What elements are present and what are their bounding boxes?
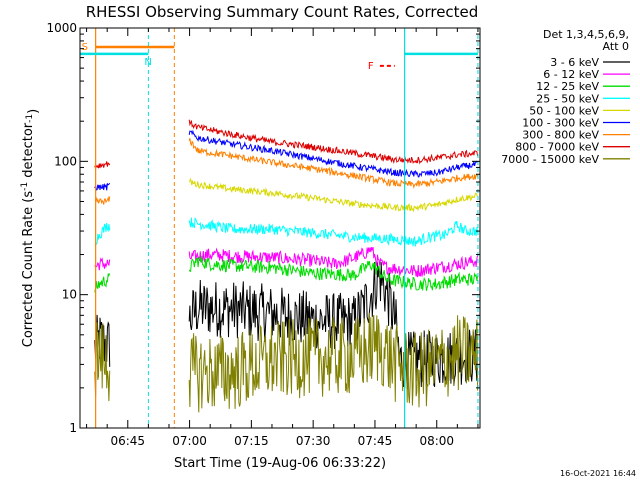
x-tick-label-0: 06:45: [110, 434, 145, 448]
legend-label-7: 800 - 7000 keV: [515, 141, 599, 154]
y-tick-label-3: 1000: [46, 21, 77, 35]
series-8-segment-0: [94, 322, 111, 402]
series-1-segment-1: [188, 246, 479, 278]
saa-label: S: [82, 42, 88, 53]
legend-header-1: Att 0: [603, 40, 629, 53]
night-label: N: [144, 57, 151, 68]
series-1: [94, 246, 479, 278]
legend-label-3: 25 - 50 keV: [536, 92, 599, 105]
series-8-segment-1: [188, 312, 479, 413]
series-7-segment-1: [188, 119, 479, 165]
x-tick-label-1: 07:00: [172, 434, 207, 448]
legend-label-5: 100 - 300 keV: [522, 117, 599, 130]
legend-label-2: 12 - 25 keV: [536, 80, 599, 93]
series-7-segment-0: [94, 161, 111, 171]
x-tick-label-3: 07:30: [296, 434, 331, 448]
y-axis-label-main: Corrected Count Rate (s: [21, 191, 36, 348]
series-2-segment-1: [188, 255, 479, 291]
chart-title: RHESSI Observing Summary Count Rates, Co…: [86, 3, 479, 21]
series-2-segment-0: [94, 273, 111, 293]
series-7: [94, 119, 479, 171]
axes: 1 10 100 1000 06:45 07:00 07:15 07:30 07:45 08:00: [46, 21, 480, 448]
series-3: [94, 217, 479, 247]
y-tick-label-1: 10: [62, 288, 77, 302]
legend-label-4: 50 - 100 keV: [529, 104, 599, 117]
timestamp: 16-Oct-2021 16:44: [560, 469, 636, 478]
series-0-segment-0: [94, 314, 111, 367]
y-axis-label-sup-1: -1: [20, 182, 30, 191]
series-4: [189, 177, 478, 213]
y-axis-label-mid: detector: [21, 122, 36, 182]
x-tick-label-5: 08:00: [419, 434, 454, 448]
series-2: [94, 255, 479, 293]
legend-label-6: 300 - 800 keV: [522, 129, 599, 142]
y-tick-label-0: 1: [69, 421, 77, 435]
plot-frame: [79, 27, 481, 429]
flare-label: F: [368, 61, 374, 72]
series-3-segment-1: [188, 217, 479, 247]
series-1-segment-0: [94, 257, 111, 271]
series-5-segment-0: [94, 182, 111, 191]
series-5: [94, 129, 478, 191]
legend-label-0: 3 - 6 keV: [550, 56, 599, 69]
y-axis-label: Corrected Count Rate (s-1 detector1-1): [20, 109, 41, 347]
y-axis-label-end: ): [26, 109, 41, 114]
legend-label-8: 7000 - 15000 keV: [501, 153, 599, 166]
series-5-segment-1: [188, 129, 478, 178]
series-6: [94, 138, 479, 205]
series-6-segment-1: [188, 138, 479, 190]
legend-header-0: Det 1,3,4,5,6,9,: [543, 28, 629, 41]
series-3-segment-0: [94, 222, 111, 246]
x-axis-label: Start Time (19-Aug-06 06:33:22): [174, 456, 386, 471]
series-0-segment-1: [188, 262, 479, 390]
x-tick-label-2: 07:15: [234, 434, 269, 448]
x-tick-label-4: 07:45: [358, 434, 393, 448]
series-6-segment-0: [94, 195, 111, 205]
plot-area: [94, 119, 479, 413]
legend-label-1: 6 - 12 keV: [543, 68, 599, 81]
y-tick-label-2: 100: [54, 154, 77, 168]
y-axis-label-sup-2b: -1: [25, 114, 35, 123]
series-0: [94, 262, 479, 390]
series-8: [94, 312, 479, 413]
annotation-layer: S N F: [80, 28, 479, 428]
series-4-segment-1: [189, 177, 478, 213]
